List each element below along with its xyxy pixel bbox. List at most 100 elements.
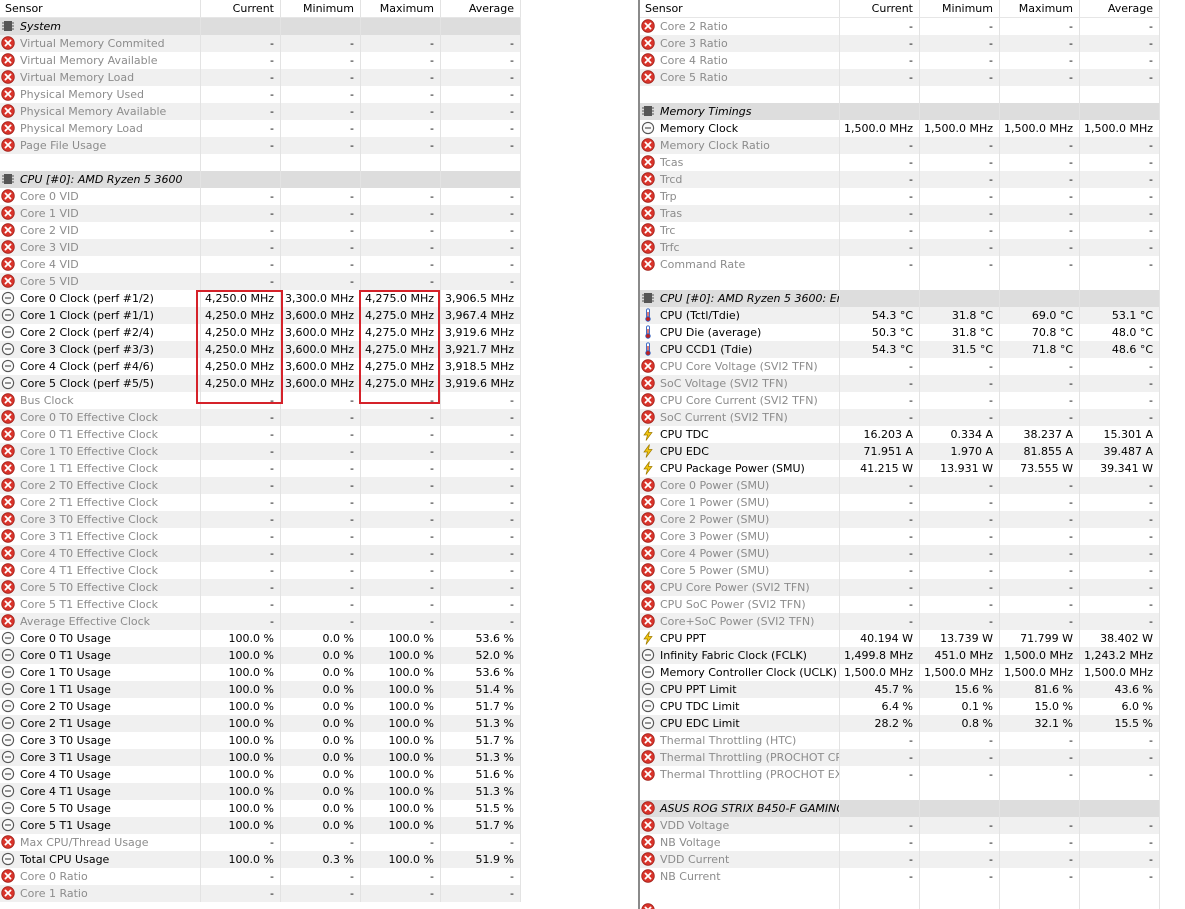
sensor-row[interactable]: Average Effective Clock - - - - bbox=[0, 613, 521, 630]
sensor-row[interactable]: Core 5 T0 Effective Clock - - - - bbox=[0, 579, 521, 596]
sensor-row[interactable]: Core 0 T0 Effective Clock - - - - bbox=[0, 409, 521, 426]
sensor-row[interactable]: Core 1 Clock (perf #1/1) 4,250.0 MHz 3,600… bbox=[0, 307, 521, 324]
sensor-group-header[interactable]: ASUS ROG STRIX B450-F GAMING... bbox=[640, 800, 1160, 817]
sensor-row[interactable]: CPU PPT 40.194 W 13.739 W 71.799 W 38.402 W bbox=[640, 630, 1160, 647]
average-column-header[interactable]: Average bbox=[1080, 0, 1160, 17]
sensor-row[interactable]: Core 0 T1 Effective Clock - - - - bbox=[0, 426, 521, 443]
sensor-row[interactable]: Infinity Fabric Clock (FCLK) 1,499.8 MHz 4… bbox=[640, 647, 1160, 664]
sensor-row[interactable]: Trp - - - - bbox=[640, 188, 1160, 205]
sensor-group-header[interactable]: CPU [#0]: AMD Ryzen 5 3600 bbox=[0, 171, 521, 188]
sensor-row[interactable]: Trfc - - - - bbox=[640, 239, 1160, 256]
sensor-group-header[interactable]: Memory Timings bbox=[640, 103, 1160, 120]
minimum-column-header[interactable]: Minimum bbox=[281, 0, 361, 17]
sensor-row[interactable]: Core 1 VID - - - - bbox=[0, 205, 521, 222]
sensor-row[interactable]: Memory Clock 1,500.0 MHz 1,500.0 MHz 1,500.… bbox=[640, 120, 1160, 137]
sensor-row[interactable]: Virtual Memory Load - - - - bbox=[0, 69, 521, 86]
current-column-header[interactable]: Current bbox=[840, 0, 920, 17]
sensor-row[interactable]: Core 3 T0 Usage 100.0 % 0.0 % 100.0 % 51.7 % bbox=[0, 732, 521, 749]
sensor-row[interactable]: CPU Core Voltage (SVI2 TFN) - - - - bbox=[640, 358, 1160, 375]
sensor-group-header[interactable]: CPU [#0]: AMD Ryzen 5 3600: En... bbox=[640, 290, 1160, 307]
sensor-row[interactable]: Memory Clock Ratio - - - - bbox=[640, 137, 1160, 154]
sensor-row[interactable]: Page File Usage - - - - bbox=[0, 137, 521, 154]
sensor-row[interactable]: Core 2 Ratio - - - - bbox=[640, 18, 1160, 35]
sensor-row[interactable]: Core 4 T0 Effective Clock - - - - bbox=[0, 545, 521, 562]
sensor-row[interactable]: Core 1 T0 Usage 100.0 % 0.0 % 100.0 % 53.6 % bbox=[0, 664, 521, 681]
sensor-row[interactable]: Core 2 T0 Usage 100.0 % 0.0 % 100.0 % 51.7 % bbox=[0, 698, 521, 715]
sensor-row[interactable]: Core 5 VID - - - - bbox=[0, 273, 521, 290]
sensor-row[interactable]: Core 0 Clock (perf #1/2) 4,250.0 MHz 3,300… bbox=[0, 290, 521, 307]
sensor-row[interactable]: Thermal Throttling (PROCHOT CPU) - - - - bbox=[640, 749, 1160, 766]
sensor-row[interactable]: NB Current - - - - bbox=[640, 868, 1160, 885]
left-sensor-pane[interactable]: Sensor Current Minimum Maximum Average S… bbox=[0, 0, 521, 909]
sensor-column-header[interactable]: Sensor bbox=[640, 0, 840, 17]
sensor-row[interactable]: CPU EDC 71.951 A 1.970 A 81.855 A 39.487 A bbox=[640, 443, 1160, 460]
sensor-row[interactable]: SoC Current (SVI2 TFN) - - - - bbox=[640, 409, 1160, 426]
sensor-row[interactable]: Core 5 T0 Usage 100.0 % 0.0 % 100.0 % 51.5 % bbox=[0, 800, 521, 817]
sensor-row[interactable]: Bus Clock - - - - bbox=[0, 392, 521, 409]
pane-splitter[interactable] bbox=[638, 0, 640, 909]
sensor-row[interactable]: VDD Current - - - - bbox=[640, 851, 1160, 868]
sensor-row[interactable]: CPU Core Current (SVI2 TFN) - - - - bbox=[640, 392, 1160, 409]
sensor-row[interactable]: Thermal Throttling (HTC) - - - - bbox=[640, 732, 1160, 749]
sensor-row[interactable]: NB Voltage - - - - bbox=[640, 834, 1160, 851]
sensor-row[interactable]: CPU CCD1 (Tdie) 54.3 °C 31.5 °C 71.8 °C 48.6… bbox=[640, 341, 1160, 358]
sensor-row[interactable]: Tcas - - - - bbox=[640, 154, 1160, 171]
sensor-row[interactable]: Core 5 T1 Usage 100.0 % 0.0 % 100.0 % 51.7 % bbox=[0, 817, 521, 834]
sensor-row[interactable]: Core 2 T0 Effective Clock - - - - bbox=[0, 477, 521, 494]
sensor-row[interactable]: Total CPU Usage 100.0 % 0.3 % 100.0 % 51.9 % bbox=[0, 851, 521, 868]
sensor-row[interactable]: Command Rate - - - - bbox=[640, 256, 1160, 273]
sensor-row[interactable]: Core 4 Ratio - - - - bbox=[640, 52, 1160, 69]
sensor-row[interactable]: Thermal Throttling (PROCHOT EXT) - - - - bbox=[640, 766, 1160, 783]
sensor-row[interactable]: CPU EDC Limit 28.2 % 0.8 % 32.1 % 15.5 % bbox=[640, 715, 1160, 732]
sensor-row[interactable]: CPU TDC Limit 6.4 % 0.1 % 15.0 % 6.0 % bbox=[640, 698, 1160, 715]
sensor-row[interactable]: Core 5 Ratio - - - - bbox=[640, 69, 1160, 86]
sensor-row[interactable]: Core 3 T0 Effective Clock - - - - bbox=[0, 511, 521, 528]
sensor-row[interactable]: Virtual Memory Commited - - - - bbox=[0, 35, 521, 52]
sensor-row[interactable]: Core 0 Ratio - - - - bbox=[0, 868, 521, 885]
right-sensor-pane[interactable]: Sensor Current Minimum Maximum Average C… bbox=[640, 0, 1160, 909]
sensor-row[interactable]: Core 0 T0 Usage 100.0 % 0.0 % 100.0 % 53.6 % bbox=[0, 630, 521, 647]
sensor-row[interactable]: Max CPU/Thread Usage - - - - bbox=[0, 834, 521, 851]
sensor-row[interactable]: Core 3 T1 Usage 100.0 % 0.0 % 100.0 % 51.3 % bbox=[0, 749, 521, 766]
sensor-group-header[interactable]: System bbox=[0, 18, 521, 35]
sensor-row[interactable]: Trcd - - - - bbox=[640, 171, 1160, 188]
sensor-row[interactable]: Core 3 Power (SMU) - - - - bbox=[640, 528, 1160, 545]
sensor-row[interactable]: Core 4 T1 Effective Clock - - - - bbox=[0, 562, 521, 579]
sensor-row[interactable] bbox=[640, 902, 1160, 909]
sensor-row[interactable]: CPU Core Power (SVI2 TFN) - - - - bbox=[640, 579, 1160, 596]
sensor-row[interactable]: Core 0 VID - - - - bbox=[0, 188, 521, 205]
sensor-row[interactable]: Core 3 T1 Effective Clock - - - - bbox=[0, 528, 521, 545]
sensor-row[interactable]: Core 1 T1 Usage 100.0 % 0.0 % 100.0 % 51.4 % bbox=[0, 681, 521, 698]
sensor-column-header[interactable]: Sensor bbox=[0, 0, 201, 17]
sensor-row[interactable]: Core 1 Power (SMU) - - - - bbox=[640, 494, 1160, 511]
sensor-row[interactable]: Core 4 T1 Usage 100.0 % 0.0 % 100.0 % 51.3 % bbox=[0, 783, 521, 800]
minimum-column-header[interactable]: Minimum bbox=[920, 0, 1000, 17]
maximum-column-header[interactable]: Maximum bbox=[361, 0, 441, 17]
sensor-row[interactable]: Core 2 T1 Usage 100.0 % 0.0 % 100.0 % 51.3 % bbox=[0, 715, 521, 732]
sensor-row[interactable]: Memory Controller Clock (UCLK) 1,500.0 MH… bbox=[640, 664, 1160, 681]
current-column-header[interactable]: Current bbox=[201, 0, 281, 17]
sensor-row[interactable]: Physical Memory Used - - - - bbox=[0, 86, 521, 103]
sensor-row[interactable]: Core 2 VID - - - - bbox=[0, 222, 521, 239]
sensor-row[interactable]: Core 5 T1 Effective Clock - - - - bbox=[0, 596, 521, 613]
maximum-column-header[interactable]: Maximum bbox=[1000, 0, 1080, 17]
sensor-row[interactable]: Core 2 Clock (perf #2/4) 4,250.0 MHz 3,600… bbox=[0, 324, 521, 341]
sensor-row[interactable]: Physical Memory Load - - - - bbox=[0, 120, 521, 137]
sensor-row[interactable]: Core 2 Power (SMU) - - - - bbox=[640, 511, 1160, 528]
sensor-row[interactable]: CPU TDC 16.203 A 0.334 A 38.237 A 15.301 A bbox=[640, 426, 1160, 443]
sensor-row[interactable]: Core 5 Clock (perf #5/5) 4,250.0 MHz 3,600… bbox=[0, 375, 521, 392]
sensor-row[interactable]: Core 3 Clock (perf #3/3) 4,250.0 MHz 3,600… bbox=[0, 341, 521, 358]
sensor-row[interactable]: Core 1 T1 Effective Clock - - - - bbox=[0, 460, 521, 477]
sensor-row[interactable]: CPU (Tctl/Tdie) 54.3 °C 31.8 °C 69.0 °C 53.1… bbox=[640, 307, 1160, 324]
sensor-row[interactable]: Core 4 Power (SMU) - - - - bbox=[640, 545, 1160, 562]
sensor-row[interactable]: Core 3 VID - - - - bbox=[0, 239, 521, 256]
sensor-row[interactable]: Core 4 Clock (perf #4/6) 4,250.0 MHz 3,600… bbox=[0, 358, 521, 375]
sensor-row[interactable]: Core 4 T0 Usage 100.0 % 0.0 % 100.0 % 51.6 % bbox=[0, 766, 521, 783]
sensor-row[interactable]: SoC Voltage (SVI2 TFN) - - - - bbox=[640, 375, 1160, 392]
sensor-row[interactable]: Core 4 VID - - - - bbox=[0, 256, 521, 273]
sensor-row[interactable]: Core 3 Ratio - - - - bbox=[640, 35, 1160, 52]
sensor-row[interactable]: Core 0 T1 Usage 100.0 % 0.0 % 100.0 % 52.0 % bbox=[0, 647, 521, 664]
sensor-row[interactable]: Physical Memory Available - - - - bbox=[0, 103, 521, 120]
sensor-row[interactable]: Core+SoC Power (SVI2 TFN) - - - - bbox=[640, 613, 1160, 630]
